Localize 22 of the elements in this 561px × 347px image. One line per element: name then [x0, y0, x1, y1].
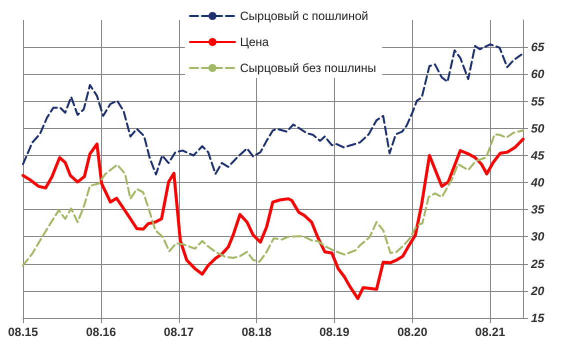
y-tick-label: 35 — [531, 202, 545, 217]
x-tick-label: 08.18 — [242, 325, 272, 339]
y-tick-label: 50 — [531, 121, 545, 136]
y-tick-label: 45 — [530, 148, 545, 162]
x-tick-label: 08.17 — [164, 325, 194, 339]
x-tick-label: 08.20 — [397, 325, 428, 339]
y-tick-label: 20 — [530, 284, 545, 298]
legend-label: Сырцовый с пошлиной — [240, 9, 368, 23]
x-tick-label: 08.15 — [8, 325, 38, 339]
x-tick-label: 08.21 — [475, 325, 506, 339]
y-tick-label: 65 — [531, 40, 545, 54]
y-tick-label: 60 — [531, 67, 545, 82]
legend-label: Цена — [240, 35, 270, 49]
line-series — [22, 138, 524, 300]
y-tick-label: 15 — [531, 311, 545, 325]
x-tick-label: 08.19 — [319, 325, 350, 339]
y-tick-label: 55 — [531, 94, 545, 108]
legend-label: Сырцовый без пошлины — [240, 61, 376, 75]
y-tick-label: 30 — [531, 230, 545, 244]
y-tick-label: 40 — [530, 176, 545, 190]
x-tick-label: 08.16 — [86, 325, 116, 339]
y-tick-label: 25 — [530, 256, 545, 271]
